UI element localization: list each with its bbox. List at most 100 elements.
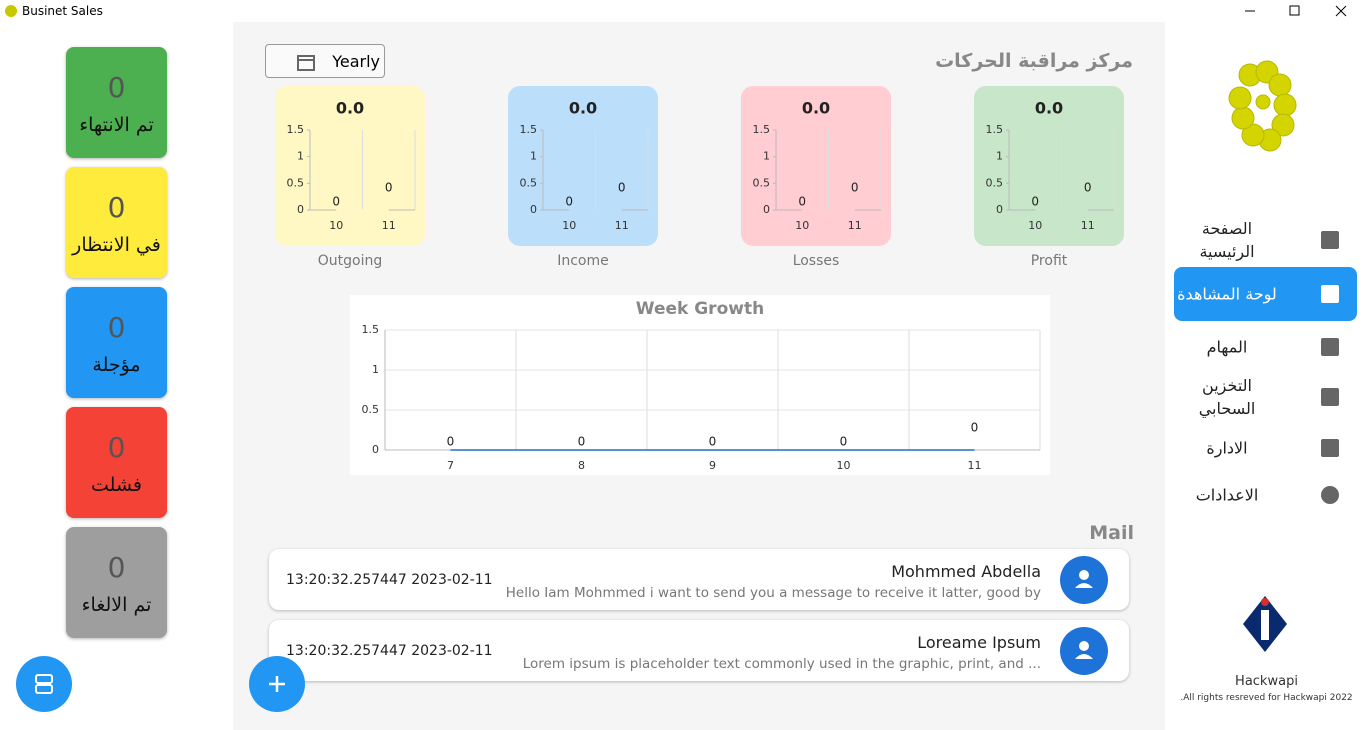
avatar-head — [1079, 570, 1089, 580]
nav-item[interactable]: التخزين السحابي — [1174, 370, 1357, 424]
y-tick-label: 1 — [763, 150, 770, 163]
page-title: مركز مراقبة الحركات — [935, 50, 1133, 72]
y-tick-label: 0 — [996, 203, 1003, 216]
y-tick-label: 0 — [372, 443, 379, 456]
chart-title: Week Growth — [636, 299, 764, 319]
chart-bg — [350, 295, 1050, 475]
data-label: 0 — [565, 195, 573, 209]
week-growth-chart: Week Growth 0 0.5 1 1.5 7 0 8 0 9 0 10 0 11 0 — [350, 295, 1050, 475]
data-label: 0 — [618, 181, 626, 195]
summary-card: 0.0 0 0.5 1 1.5 10 0 11 0 Losses — [741, 86, 891, 269]
title-bar: Businet Sales — [0, 0, 1368, 22]
avatar-head — [1079, 641, 1089, 651]
x-tick-label: 10 — [837, 459, 851, 472]
nav-label: التخزين السحابي — [1198, 376, 1256, 418]
brand-logo — [1243, 596, 1287, 652]
icon-shape — [1321, 439, 1339, 457]
add-fab[interactable] — [247, 654, 307, 714]
status-count: 0 — [107, 551, 126, 584]
window-title: Businet Sales — [22, 4, 103, 18]
y-tick-label: 1 — [530, 150, 537, 163]
x-tick-label: 11 — [615, 219, 629, 232]
data-label: 0 — [578, 435, 586, 449]
nav-label: لوحة المشاهدة — [1177, 284, 1277, 304]
x-tick-label: 11 — [968, 459, 982, 472]
x-tick-label: 10 — [795, 219, 809, 232]
nav-label: المهام — [1206, 337, 1248, 357]
nav-label: الادارة — [1206, 438, 1248, 458]
status-card[interactable]: 0 في الانتظار — [66, 167, 167, 278]
mail-time: 13:20:32.257447 2023-02-11 — [286, 572, 493, 588]
data-label: 0 — [332, 195, 340, 209]
card-total: 0.0 — [1035, 99, 1063, 118]
nav-icon — [1321, 388, 1339, 406]
x-tick-label: 9 — [709, 459, 716, 472]
icon-shape — [1321, 486, 1339, 504]
y-tick-label: 1 — [372, 363, 379, 376]
y-tick-label: 1.5 — [753, 123, 771, 136]
data-label: 0 — [447, 435, 455, 449]
mail-item[interactable]: 13:20:32.257447 2023-02-11 Mohmmed Abdell… — [269, 549, 1129, 610]
mail-item[interactable]: 13:20:32.257447 2023-02-11 Loreame Ipsum L… — [269, 620, 1129, 681]
data-label: 0 — [798, 195, 806, 209]
nav-icon — [1321, 285, 1339, 303]
filter-button[interactable]: Yearly — [265, 44, 385, 78]
y-tick-label: 0 — [763, 203, 770, 216]
mail-preview: Lorem ipsum is placeholder text commonly… — [522, 656, 1041, 672]
mail-sender: Mohmmed Abdella — [891, 562, 1041, 581]
status-label: في الانتظار — [72, 234, 161, 256]
y-tick-label: 1.5 — [287, 123, 305, 136]
nav-icon — [1321, 338, 1339, 356]
status-count: 0 — [107, 191, 126, 224]
window-controls[interactable] — [1230, 0, 1360, 22]
y-tick-label: 0.5 — [753, 176, 771, 189]
nav-item[interactable]: الادارة — [1174, 421, 1357, 475]
x-tick-label: 11 — [848, 219, 862, 232]
nav-icon — [1321, 231, 1339, 249]
nav-item[interactable]: المهام — [1174, 320, 1357, 374]
card-bg — [974, 86, 1124, 246]
mail-preview: Hello Iam Mohmmed i want to send you a m… — [505, 585, 1041, 601]
status-card[interactable]: 0 تم الانتهاء — [66, 47, 167, 158]
avatar-body — [1075, 654, 1093, 659]
icon-shape — [1321, 231, 1339, 249]
brand-name: Hackwapi — [1235, 674, 1298, 689]
nav-icon — [1321, 486, 1339, 504]
mail-sender: Loreame Ipsum — [917, 633, 1041, 652]
status-card[interactable]: 0 تم الالغاء — [66, 527, 167, 638]
summary-card: 0.0 0 0.5 1 1.5 10 0 11 0 Income — [508, 86, 658, 269]
data-label: 0 — [709, 435, 717, 449]
avatar — [1060, 627, 1108, 675]
card-bg — [741, 86, 891, 246]
status-card[interactable]: 0 فشلت — [66, 407, 167, 518]
data-label: 0 — [385, 181, 393, 195]
y-tick-label: 1 — [996, 150, 1003, 163]
nav-item[interactable]: الصفحة الرئيسية — [1174, 213, 1357, 267]
x-tick-label: 10 — [1028, 219, 1042, 232]
summary-card: 0.0 0 0.5 1 1.5 10 0 11 0 Profit — [974, 86, 1124, 269]
card-total: 0.0 — [802, 99, 830, 118]
card-total: 0.0 — [569, 99, 597, 118]
card-total: 0.0 — [336, 99, 364, 118]
status-count: 0 — [107, 311, 126, 344]
nav-item[interactable]: لوحة المشاهدة — [1174, 267, 1357, 321]
y-tick-label: 0 — [530, 203, 537, 216]
app-logo — [1228, 60, 1297, 152]
data-label: 0 — [1031, 195, 1039, 209]
x-tick-label: 8 — [578, 459, 585, 472]
menu-fab[interactable] — [14, 654, 74, 714]
x-tick-label: 11 — [382, 219, 396, 232]
x-tick-label: 10 — [562, 219, 576, 232]
status-card[interactable]: 0 مؤجلة — [66, 287, 167, 398]
card-bg — [275, 86, 425, 246]
card-label: Outgoing — [318, 253, 382, 269]
nav-item[interactable]: الاعدادات — [1174, 468, 1357, 522]
nav-icon — [1321, 439, 1339, 457]
data-label: 0 — [971, 421, 979, 435]
y-tick-label: 0.5 — [520, 176, 538, 189]
card-bg — [508, 86, 658, 246]
status-count: 0 — [107, 71, 126, 104]
icon-shape — [1321, 388, 1339, 406]
x-tick-label: 11 — [1081, 219, 1095, 232]
status-count: 0 — [107, 431, 126, 464]
